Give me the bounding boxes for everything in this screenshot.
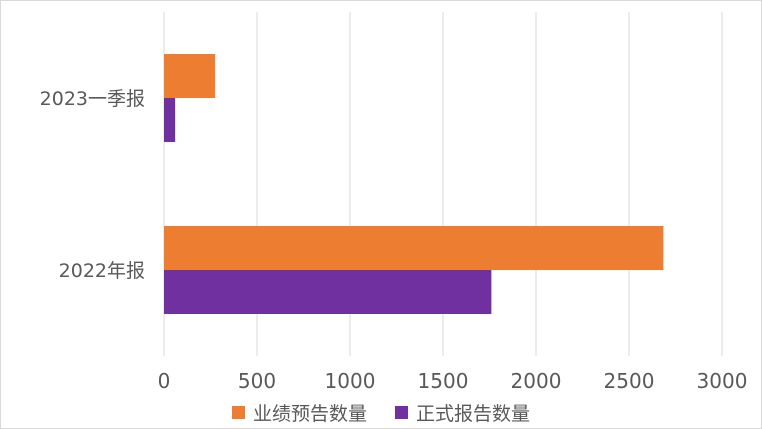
tick-label-1000: 1000	[325, 369, 376, 393]
legend-swatch-0	[231, 406, 245, 419]
legend-label-1: 正式报告数量	[416, 403, 531, 425]
legend-item-0: 业绩预告数量	[231, 399, 367, 426]
bar-1-0	[164, 226, 664, 270]
bar-0-1	[164, 98, 176, 142]
tick-label-2500: 2500	[604, 369, 655, 393]
tick-label-500: 500	[238, 369, 276, 393]
legend-swatch-1	[395, 406, 408, 419]
x-axis-ticks: 0 500 1000 1500 2000 2500 3000	[158, 369, 748, 393]
category-labels: 2023一季报 2022年报	[40, 88, 145, 282]
category-label-1: 2022年报	[59, 260, 145, 282]
legend: 业绩预告数量 正式报告数量	[0, 399, 762, 426]
bar-0-0	[164, 54, 216, 98]
tick-label-1500: 1500	[418, 369, 469, 393]
category-label-0: 2023一季报	[40, 88, 145, 110]
legend-item-1: 正式报告数量	[395, 399, 530, 426]
gridlines	[163, 12, 723, 356]
legend-label-0: 业绩预告数量	[252, 403, 367, 425]
bars	[164, 54, 664, 314]
tick-label-2000: 2000	[511, 369, 562, 393]
tick-label-3000: 3000	[697, 369, 748, 393]
tick-label-0: 0	[158, 369, 171, 393]
bar-1-1	[164, 270, 492, 314]
